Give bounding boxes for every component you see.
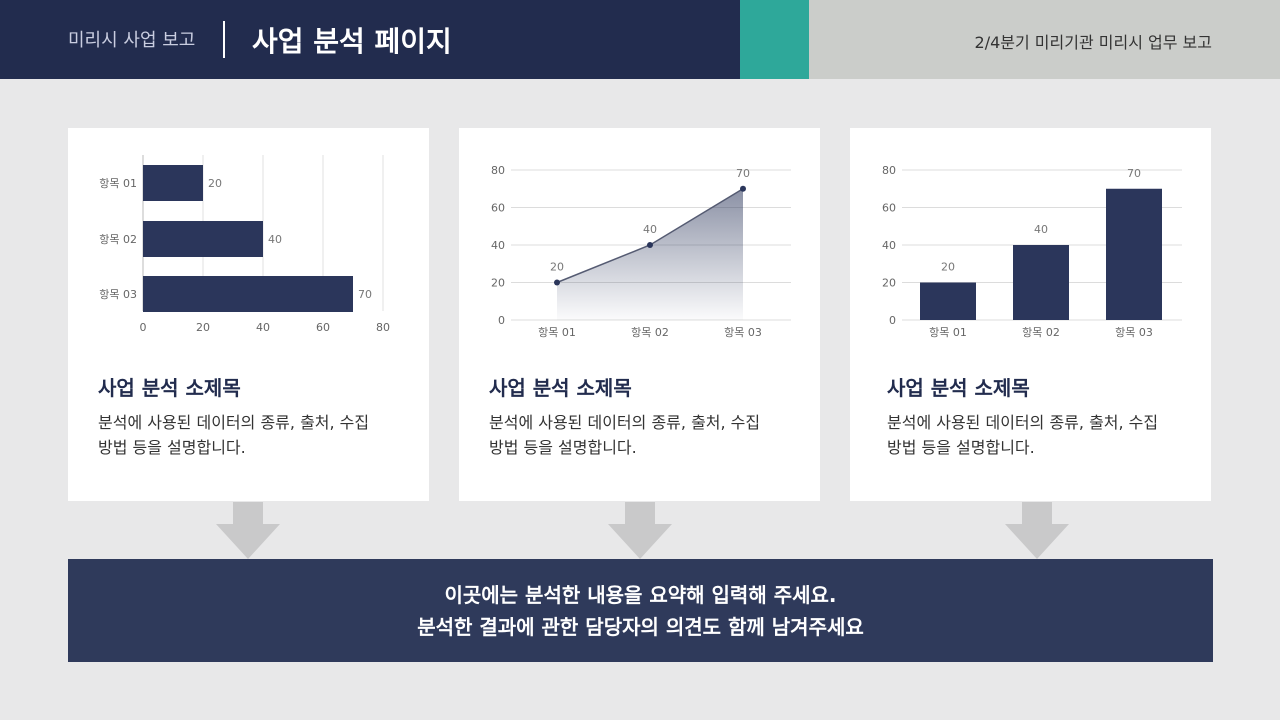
header-bar xyxy=(0,0,740,79)
x-tick-label: 항목 03 xyxy=(1115,326,1153,339)
bar xyxy=(143,165,203,201)
y-tick-label: 60 xyxy=(882,202,896,215)
card-desc-line2: 방법 등을 설명합니다. xyxy=(887,438,1035,457)
arrow-down-icon xyxy=(608,502,672,559)
bar xyxy=(143,276,353,312)
area-fill xyxy=(557,188,743,320)
vertical-bar-chart: 0 20 40 60 80 20 항목 01 40 항목 02 70 항목 03 xyxy=(882,164,1182,339)
arrow-down-icon xyxy=(216,502,280,559)
y-tick-label: 항목 02 xyxy=(99,233,137,246)
data-label: 40 xyxy=(268,233,282,246)
data-label: 20 xyxy=(550,261,564,274)
card-desc-line1: 분석에 사용된 데이터의 종류, 출처, 수집 xyxy=(98,413,370,432)
x-tick-label: 0 xyxy=(140,321,147,334)
card-desc-line1: 분석에 사용된 데이터의 종류, 출처, 수집 xyxy=(489,413,761,432)
x-tick-label: 40 xyxy=(256,321,270,334)
horizontal-bar-chart: 0 20 40 60 80 20 항목 01 40 항목 02 70 항목 03 xyxy=(99,155,390,334)
bar xyxy=(920,282,976,320)
y-tick-label: 40 xyxy=(882,239,896,252)
summary-line2: 분석한 결과에 관한 담당자의 의견도 함께 남겨주세요 xyxy=(417,614,864,639)
y-tick-label: 0 xyxy=(889,314,896,327)
card-description: 분석에 사용된 데이터의 종류, 출처, 수집 방법 등을 설명합니다. xyxy=(887,410,1197,460)
card-title: 사업 분석 소제목 xyxy=(887,376,1030,400)
x-tick-label: 항목 02 xyxy=(1022,326,1060,339)
header-accent xyxy=(740,0,809,79)
analysis-card-1: 0 20 40 60 80 20 항목 01 40 항목 02 70 항목 03 사업 분석 소제목… xyxy=(68,128,429,501)
data-point xyxy=(647,242,653,248)
y-tick-label: 60 xyxy=(491,202,505,215)
data-label: 20 xyxy=(208,177,222,190)
card-title: 사업 분석 소제목 xyxy=(489,376,632,400)
x-tick-label: 항목 01 xyxy=(929,326,967,339)
analysis-card-2: 0 20 40 60 80 20 항목 01 40 항목 02 70 항목 03 사업 분석 소제목… xyxy=(459,128,820,501)
header-divider xyxy=(223,21,225,58)
y-tick-label: 80 xyxy=(882,164,896,177)
summary-line1: 이곳에는 분석한 내용을 요약해 입력해 주세요. xyxy=(444,582,837,607)
header-info-panel xyxy=(809,0,1280,79)
analysis-card-3: 0 20 40 60 80 20 항목 01 40 항목 02 70 항목 03 사업 분석 소제목… xyxy=(850,128,1211,501)
data-label: 40 xyxy=(1034,223,1048,236)
y-tick-label: 20 xyxy=(882,277,896,290)
card-title: 사업 분석 소제목 xyxy=(98,376,241,400)
data-point xyxy=(740,185,746,192)
card-desc-line2: 방법 등을 설명합니다. xyxy=(489,438,637,457)
arrow-down-icon xyxy=(1005,502,1069,559)
y-tick-label: 20 xyxy=(491,277,505,290)
bar xyxy=(143,221,263,257)
x-tick-label: 20 xyxy=(196,321,210,334)
data-label: 70 xyxy=(358,288,372,301)
card-description: 분석에 사용된 데이터의 종류, 출처, 수집 방법 등을 설명합니다. xyxy=(98,410,408,460)
header-subtitle: 미리시 사업 보고 xyxy=(68,30,196,51)
y-tick-label: 80 xyxy=(491,164,505,177)
x-tick-label: 60 xyxy=(316,321,330,334)
card-description: 분석에 사용된 데이터의 종류, 출처, 수집 방법 등을 설명합니다. xyxy=(489,410,799,460)
y-tick-label: 0 xyxy=(498,314,505,327)
x-tick-label: 항목 02 xyxy=(631,326,669,339)
header-info: 2/4분기 미리기관 미리시 업무 보고 xyxy=(974,33,1212,52)
data-point xyxy=(554,279,560,286)
page-title: 사업 분석 페이지 xyxy=(252,25,452,58)
data-label: 70 xyxy=(736,167,750,180)
y-tick-label: 항목 03 xyxy=(99,288,137,301)
x-tick-label: 80 xyxy=(376,321,390,334)
y-tick-label: 항목 01 xyxy=(99,177,137,190)
data-label: 70 xyxy=(1127,167,1141,180)
x-tick-label: 항목 01 xyxy=(538,326,576,339)
data-label: 40 xyxy=(643,223,657,236)
area-line-chart: 0 20 40 60 80 20 항목 01 40 항목 02 70 항목 03 xyxy=(491,164,791,339)
summary-box: 이곳에는 분석한 내용을 요약해 입력해 주세요. 분석한 결과에 관한 담당자… xyxy=(68,559,1213,662)
bar xyxy=(1013,245,1069,320)
card-desc-line1: 분석에 사용된 데이터의 종류, 출처, 수집 xyxy=(887,413,1159,432)
y-tick-label: 40 xyxy=(491,239,505,252)
data-label: 20 xyxy=(941,261,955,274)
bar xyxy=(1106,188,1162,320)
card-desc-line2: 방법 등을 설명합니다. xyxy=(98,438,246,457)
x-tick-label: 항목 03 xyxy=(724,326,762,339)
